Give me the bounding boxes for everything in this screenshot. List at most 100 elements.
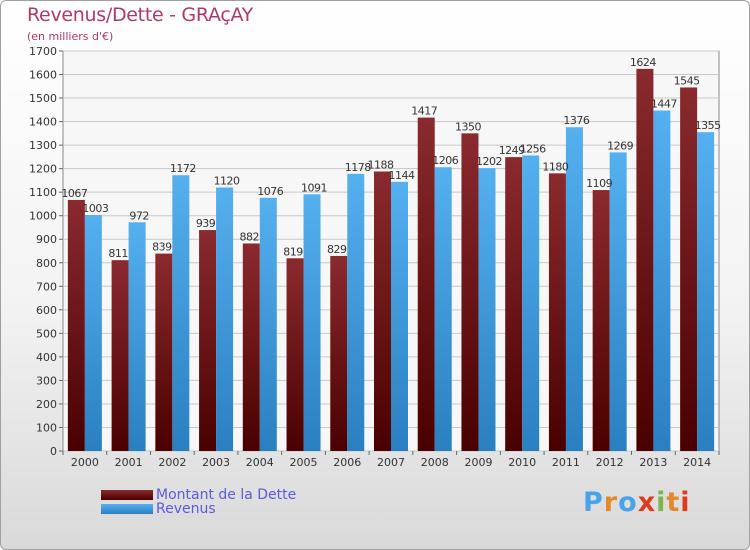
logo-letter: r	[603, 487, 619, 518]
x-tick-label: 2000	[71, 456, 99, 469]
bar-revenus-2000	[84, 215, 102, 451]
y-tick-label: 1700	[29, 45, 57, 58]
y-axis-ticks: 0 100 200 300 400 500 600 700 800 900 1000 1100 1200…	[29, 45, 63, 458]
x-tick-label: 2003	[202, 456, 230, 469]
data-labels: 1067 1003 811 972 839 1172 939 1120 882 1076 819 10…	[61, 56, 721, 260]
data-label-revenus-2008: 1206	[432, 154, 458, 167]
data-label-revenus-2014: 1355	[695, 119, 721, 132]
bar-dette-2010	[505, 157, 523, 451]
bar-revenus-2008	[434, 167, 452, 451]
data-label-revenus-2004: 1076	[257, 185, 283, 198]
legend-swatch-revenus	[101, 504, 153, 514]
logo-letter: x	[637, 487, 657, 518]
x-tick-label: 2001	[115, 456, 143, 469]
bar-revenus-2005	[303, 194, 321, 451]
data-label-revenus-2010: 1256	[520, 142, 546, 155]
bar-revenus-2011	[565, 127, 583, 451]
data-label-revenus-2007: 1144	[389, 169, 415, 182]
bar-revenus-2014	[697, 132, 715, 452]
data-label-revenus-2012: 1269	[607, 139, 633, 152]
data-label-dette-2009: 1350	[455, 120, 481, 133]
y-tick-label: 1100	[29, 186, 57, 199]
data-label-revenus-2006: 1178	[345, 161, 371, 174]
data-label-revenus-2003: 1120	[214, 174, 240, 187]
logo-letter: t	[666, 487, 681, 518]
data-label-dette-2003: 939	[196, 217, 216, 230]
data-label-revenus-2011: 1376	[563, 114, 589, 127]
data-label-dette-2014: 1545	[674, 74, 700, 87]
bar-revenus-2013	[653, 110, 671, 451]
data-label-dette-2012: 1109	[586, 177, 612, 190]
x-tick-label: 2006	[333, 456, 361, 469]
data-label-dette-2002: 839	[152, 241, 172, 254]
y-tick-label: 200	[36, 398, 57, 411]
y-tick-label: 1600	[29, 69, 57, 82]
y-tick-label: 900	[36, 233, 57, 246]
legend-swatch-dette	[101, 490, 153, 500]
y-tick-label: 1200	[29, 163, 57, 176]
bar-revenus-2007	[391, 181, 408, 451]
data-label-revenus-2002: 1172	[170, 162, 196, 175]
data-label-dette-2004: 882	[240, 230, 260, 243]
x-tick-label: 2002	[158, 456, 186, 469]
x-tick-label: 2012	[596, 456, 624, 469]
data-label-dette-2006: 829	[327, 243, 347, 256]
data-label-dette-2001: 811	[108, 247, 128, 260]
bar-revenus-2006	[347, 173, 365, 451]
data-label-dette-2000: 1067	[61, 187, 87, 200]
data-label-revenus-2000: 1003	[82, 202, 108, 215]
y-tick-label: 0	[50, 445, 57, 458]
data-label-revenus-2005: 1091	[301, 181, 327, 194]
y-tick-label: 1500	[29, 92, 57, 105]
data-label-dette-2011: 1180	[542, 160, 568, 173]
bar-dette-2008	[417, 117, 435, 452]
bar-dette-2000	[67, 199, 85, 451]
data-label-dette-2005: 819	[283, 245, 303, 258]
data-label-dette-2007: 1188	[368, 158, 394, 171]
y-tick-label: 500	[36, 327, 57, 340]
bar-dette-2005	[286, 258, 304, 451]
data-label-dette-2010: 1249	[499, 144, 525, 157]
bar-dette-2002	[155, 253, 173, 451]
bar-dette-2006	[330, 255, 348, 451]
y-tick-label: 600	[36, 304, 57, 317]
bars	[67, 68, 715, 452]
x-axis-ticks: 2000 2001 2002 2003 2004 2005 2006 2007 2008 2009…	[62, 451, 720, 469]
x-tick-label: 2007	[377, 456, 405, 469]
logo-letter: P	[583, 487, 604, 518]
bar-revenus-2002	[172, 175, 190, 451]
chart-title: Revenus/Dette - GRAçAY	[27, 4, 253, 26]
x-tick-label: 2005	[290, 456, 318, 469]
legend-label-dette: Montant de la Dette	[156, 487, 297, 503]
bar-revenus-2010	[522, 155, 540, 451]
y-tick-label: 100	[36, 421, 57, 434]
y-tick-label: 700	[36, 280, 57, 293]
bar-dette-2011	[548, 173, 566, 451]
logo-letter: o	[618, 487, 638, 518]
y-tick-label: 1400	[29, 116, 57, 129]
logo-letter: i	[656, 487, 667, 518]
bar-dette-2004	[242, 243, 260, 451]
x-tick-label: 2014	[683, 456, 711, 469]
chart-subtitle: (en milliers d'€)	[27, 30, 114, 43]
bar-dette-2001	[111, 260, 129, 451]
bar-revenus-2001	[128, 222, 146, 451]
logo-letter: i	[680, 487, 691, 518]
data-label-dette-2013: 1624	[630, 56, 656, 69]
data-label-revenus-2001: 972	[129, 209, 149, 222]
bar-dette-2014	[680, 87, 698, 452]
y-tick-label: 400	[36, 351, 57, 364]
bar-dette-2007	[374, 171, 391, 451]
legend-label-revenus: Revenus	[156, 501, 216, 517]
bar-dette-2009	[461, 133, 479, 451]
y-tick-label: 1000	[29, 210, 57, 223]
x-tick-label: 2010	[508, 456, 536, 469]
data-label-revenus-2013: 1447	[651, 98, 677, 111]
bar-revenus-2003	[216, 187, 234, 451]
y-tick-label: 300	[36, 374, 57, 387]
x-tick-label: 2004	[246, 456, 274, 469]
y-tick-label: 1300	[29, 139, 57, 152]
x-tick-label: 2013	[639, 456, 667, 469]
